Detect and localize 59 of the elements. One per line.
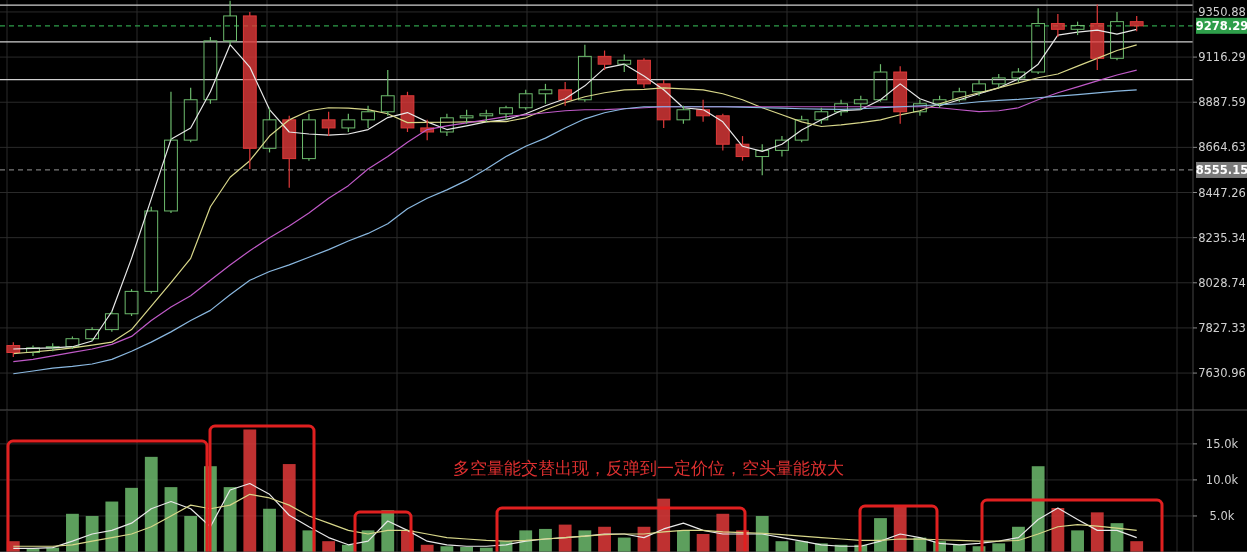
ref-line-label: 9278.29: [1195, 18, 1247, 33]
y-tick-label: 9116.29: [1198, 50, 1246, 65]
ref-line-label: 8555.15: [1195, 162, 1247, 177]
candlestick: [26, 344, 40, 357]
bar: [322, 541, 336, 552]
annotation: 多空量能交替出现，反弹到一定价位，空头量能放大: [453, 458, 844, 478]
bar: [676, 530, 690, 552]
line-series: [12, 493, 1138, 547]
bar: [85, 515, 99, 552]
candlestick: [302, 113, 316, 162]
candlestick: [834, 99, 848, 117]
y-tick-label: 10.0k: [1205, 472, 1239, 487]
y-tick-label: 15.0k: [1205, 436, 1239, 451]
y-tick-label: 8028.74: [1198, 275, 1246, 290]
candlestick: [164, 91, 178, 214]
candlestick: [1110, 11, 1124, 61]
y-tick-label: 8235.34: [1198, 230, 1246, 245]
line-series: [12, 482, 1138, 549]
bar: [696, 533, 710, 552]
candlestick: [972, 79, 986, 97]
bar: [1051, 508, 1065, 552]
y-tick-label: 9350.88: [1198, 4, 1246, 19]
bar: [1090, 512, 1104, 552]
candlestick: [439, 113, 454, 137]
y-tick-label: 5.0k: [1209, 508, 1235, 523]
y-tick-label: 7630.96: [1198, 366, 1246, 381]
bar: [992, 543, 1006, 552]
bar: [617, 537, 631, 552]
candlestick: [775, 135, 789, 158]
y-tick-label: 8887.59: [1198, 95, 1246, 110]
candlestick: [361, 105, 375, 129]
candlestick: [637, 57, 651, 89]
bar: [1130, 541, 1144, 552]
bar: [184, 515, 198, 552]
candlestick: [223, 0, 237, 46]
candlestick: [85, 326, 100, 342]
bar: [539, 528, 552, 552]
bar: [874, 518, 887, 552]
candlestick: [499, 105, 513, 121]
bar: [105, 501, 119, 552]
bar: [144, 456, 158, 552]
candlestick: [577, 44, 592, 103]
candlestick: [1050, 13, 1065, 38]
bar: [755, 515, 769, 552]
bar: [1071, 530, 1084, 552]
bar: [263, 508, 276, 552]
bar: [558, 524, 572, 552]
bar: [243, 429, 257, 552]
y-tick-label: 8664.63: [1198, 140, 1246, 155]
bar: [282, 464, 296, 552]
bar: [125, 487, 138, 552]
bar: [578, 530, 592, 552]
candlestick: [913, 99, 927, 117]
bar: [716, 513, 730, 552]
bar: [66, 513, 79, 552]
bar: [223, 487, 237, 552]
y-tick-label: 7827.33: [1198, 320, 1246, 335]
bar: [1031, 466, 1045, 552]
y-tick-label: 8447.26: [1198, 185, 1246, 200]
